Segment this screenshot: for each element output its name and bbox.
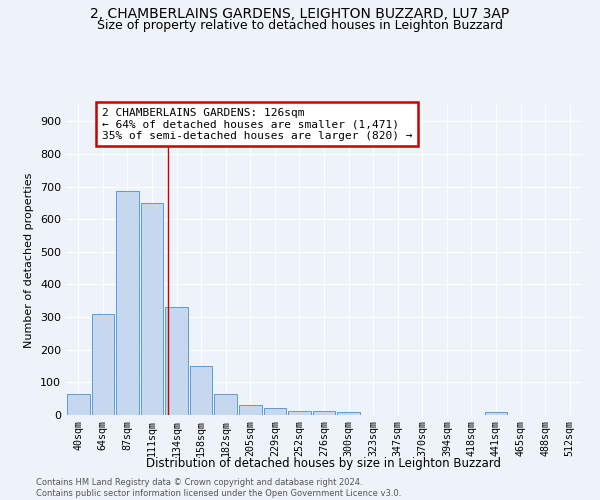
Bar [239, 404, 262, 415]
Bar [92, 314, 114, 415]
Text: Size of property relative to detached houses in Leighton Buzzard: Size of property relative to detached ho… [97, 18, 503, 32]
Bar [190, 366, 212, 415]
Text: 2, CHAMBERLAINS GARDENS, LEIGHTON BUZZARD, LU7 3AP: 2, CHAMBERLAINS GARDENS, LEIGHTON BUZZAR… [91, 8, 509, 22]
Bar [165, 308, 188, 415]
Bar [67, 394, 89, 415]
Text: Contains HM Land Registry data © Crown copyright and database right 2024.
Contai: Contains HM Land Registry data © Crown c… [36, 478, 401, 498]
Bar [485, 412, 508, 415]
Text: 2 CHAMBERLAINS GARDENS: 126sqm
← 64% of detached houses are smaller (1,471)
35% : 2 CHAMBERLAINS GARDENS: 126sqm ← 64% of … [102, 108, 413, 140]
Bar [140, 203, 163, 415]
Bar [214, 394, 237, 415]
Bar [337, 412, 360, 415]
Bar [288, 411, 311, 415]
Y-axis label: Number of detached properties: Number of detached properties [25, 172, 34, 348]
Bar [263, 408, 286, 415]
Text: Distribution of detached houses by size in Leighton Buzzard: Distribution of detached houses by size … [146, 458, 502, 470]
Bar [313, 411, 335, 415]
Bar [116, 192, 139, 415]
